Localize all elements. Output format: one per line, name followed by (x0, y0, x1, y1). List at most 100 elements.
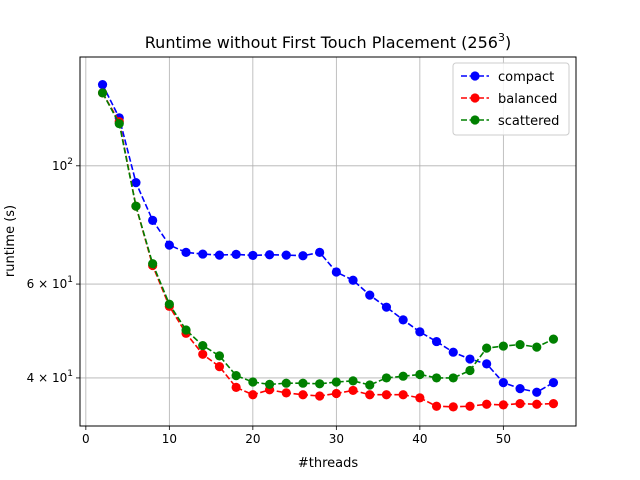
data-point-balanced (214, 362, 225, 372)
data-point-compact (281, 250, 291, 260)
legend-marker (470, 93, 480, 103)
data-point-compact (164, 240, 174, 250)
data-point-balanced (248, 390, 258, 400)
data-point-scattered (482, 343, 492, 353)
data-point-scattered (381, 373, 392, 383)
data-point-compact (381, 302, 392, 312)
data-point-scattered (331, 377, 341, 387)
data-point-compact (264, 250, 275, 260)
data-point-balanced (198, 349, 208, 359)
data-point-compact (465, 354, 475, 364)
data-point-balanced (415, 393, 425, 403)
data-point-scattered (264, 379, 275, 389)
data-point-scattered (231, 371, 241, 381)
data-point-scattered (348, 376, 358, 386)
legend-marker (470, 71, 480, 81)
data-point-compact (348, 275, 358, 285)
data-point-balanced (281, 388, 291, 398)
data-point-compact (498, 378, 508, 388)
series-compact (97, 80, 559, 397)
legend-box (452, 62, 570, 136)
chart-title: Runtime without First Touch Placement (2… (145, 31, 511, 52)
data-point-compact (415, 327, 425, 337)
data-point-scattered (315, 379, 325, 389)
data-point-balanced (548, 399, 559, 409)
plot-frame (79, 56, 577, 427)
data-point-balanced (532, 399, 542, 409)
data-point-compact (482, 359, 492, 369)
data-point-balanced (381, 390, 392, 400)
data-point-compact (331, 267, 341, 277)
data-point-scattered (365, 380, 375, 390)
legend-marker (470, 115, 480, 125)
data-point-scattered (114, 118, 124, 129)
data-point-balanced (298, 390, 308, 400)
data-point-compact (231, 249, 241, 260)
chart-title-superscript: 3 (498, 31, 505, 44)
legend: compact balanced scattered (452, 62, 570, 136)
data-point-balanced (331, 388, 341, 399)
data-point-compact (548, 378, 559, 388)
data-point-scattered (214, 351, 225, 361)
x-axis-label: #threads (298, 456, 359, 471)
y-axis-label: runtime (s) (3, 205, 18, 277)
data-point-compact (248, 250, 258, 261)
data-point-balanced (448, 402, 458, 412)
data-point-balanced (315, 391, 325, 401)
legend-item-scattered: scattered (461, 114, 559, 129)
data-point-balanced (431, 401, 442, 411)
x-tick-label: 30 (329, 432, 344, 446)
x-tick-label: 10 (162, 432, 177, 446)
data-point-compact (148, 215, 158, 225)
legend-item-compact: compact (461, 70, 554, 85)
data-point-scattered (148, 259, 158, 269)
data-point-balanced (231, 382, 241, 392)
data-point-scattered (131, 201, 141, 211)
data-point-scattered (164, 299, 174, 309)
legend-item-balanced: balanced (461, 92, 557, 107)
x-tick-label: 0 (82, 432, 90, 446)
data-point-scattered (97, 88, 108, 98)
x-tick-label: 40 (412, 432, 427, 446)
data-point-compact (298, 251, 308, 261)
data-point-balanced (498, 400, 508, 410)
data-point-scattered (431, 373, 442, 383)
series-scattered (97, 88, 559, 390)
data-point-scattered (515, 339, 525, 350)
data-point-scattered (181, 325, 191, 335)
data-point-compact (431, 336, 442, 347)
series-layer (97, 80, 559, 412)
legend-label: compact (498, 70, 554, 85)
x-tick-label: 20 (245, 432, 260, 446)
data-point-compact (365, 290, 375, 300)
x-tick-label: 50 (496, 432, 511, 446)
data-point-scattered (398, 371, 408, 381)
series-line-scattered (101, 92, 554, 386)
data-point-scattered (548, 334, 559, 344)
series-line-balanced (101, 92, 554, 408)
data-point-scattered (532, 342, 542, 352)
data-point-scattered (415, 369, 425, 380)
data-point-compact (398, 315, 408, 325)
data-point-compact (515, 383, 525, 394)
x-axis-ticks: 0 10 20 30 40 50 (82, 426, 511, 446)
data-point-balanced (465, 401, 475, 411)
data-point-compact (131, 178, 141, 188)
y-tick-label: 102 (52, 157, 73, 173)
data-point-balanced (348, 385, 358, 396)
y-tick-label: 6 × 101 (27, 275, 73, 291)
data-point-scattered (498, 341, 508, 351)
data-point-scattered (281, 378, 291, 388)
data-point-compact (97, 80, 108, 90)
data-point-scattered (198, 340, 208, 351)
data-point-scattered (298, 378, 308, 388)
legend-label: scattered (498, 114, 559, 129)
data-point-scattered (465, 365, 475, 376)
series-line-compact (101, 84, 554, 394)
data-point-balanced (365, 390, 375, 400)
data-point-compact (214, 250, 225, 260)
y-tick-label: 4 × 101 (27, 369, 73, 385)
data-point-scattered (248, 377, 258, 387)
data-point-scattered (448, 373, 458, 383)
